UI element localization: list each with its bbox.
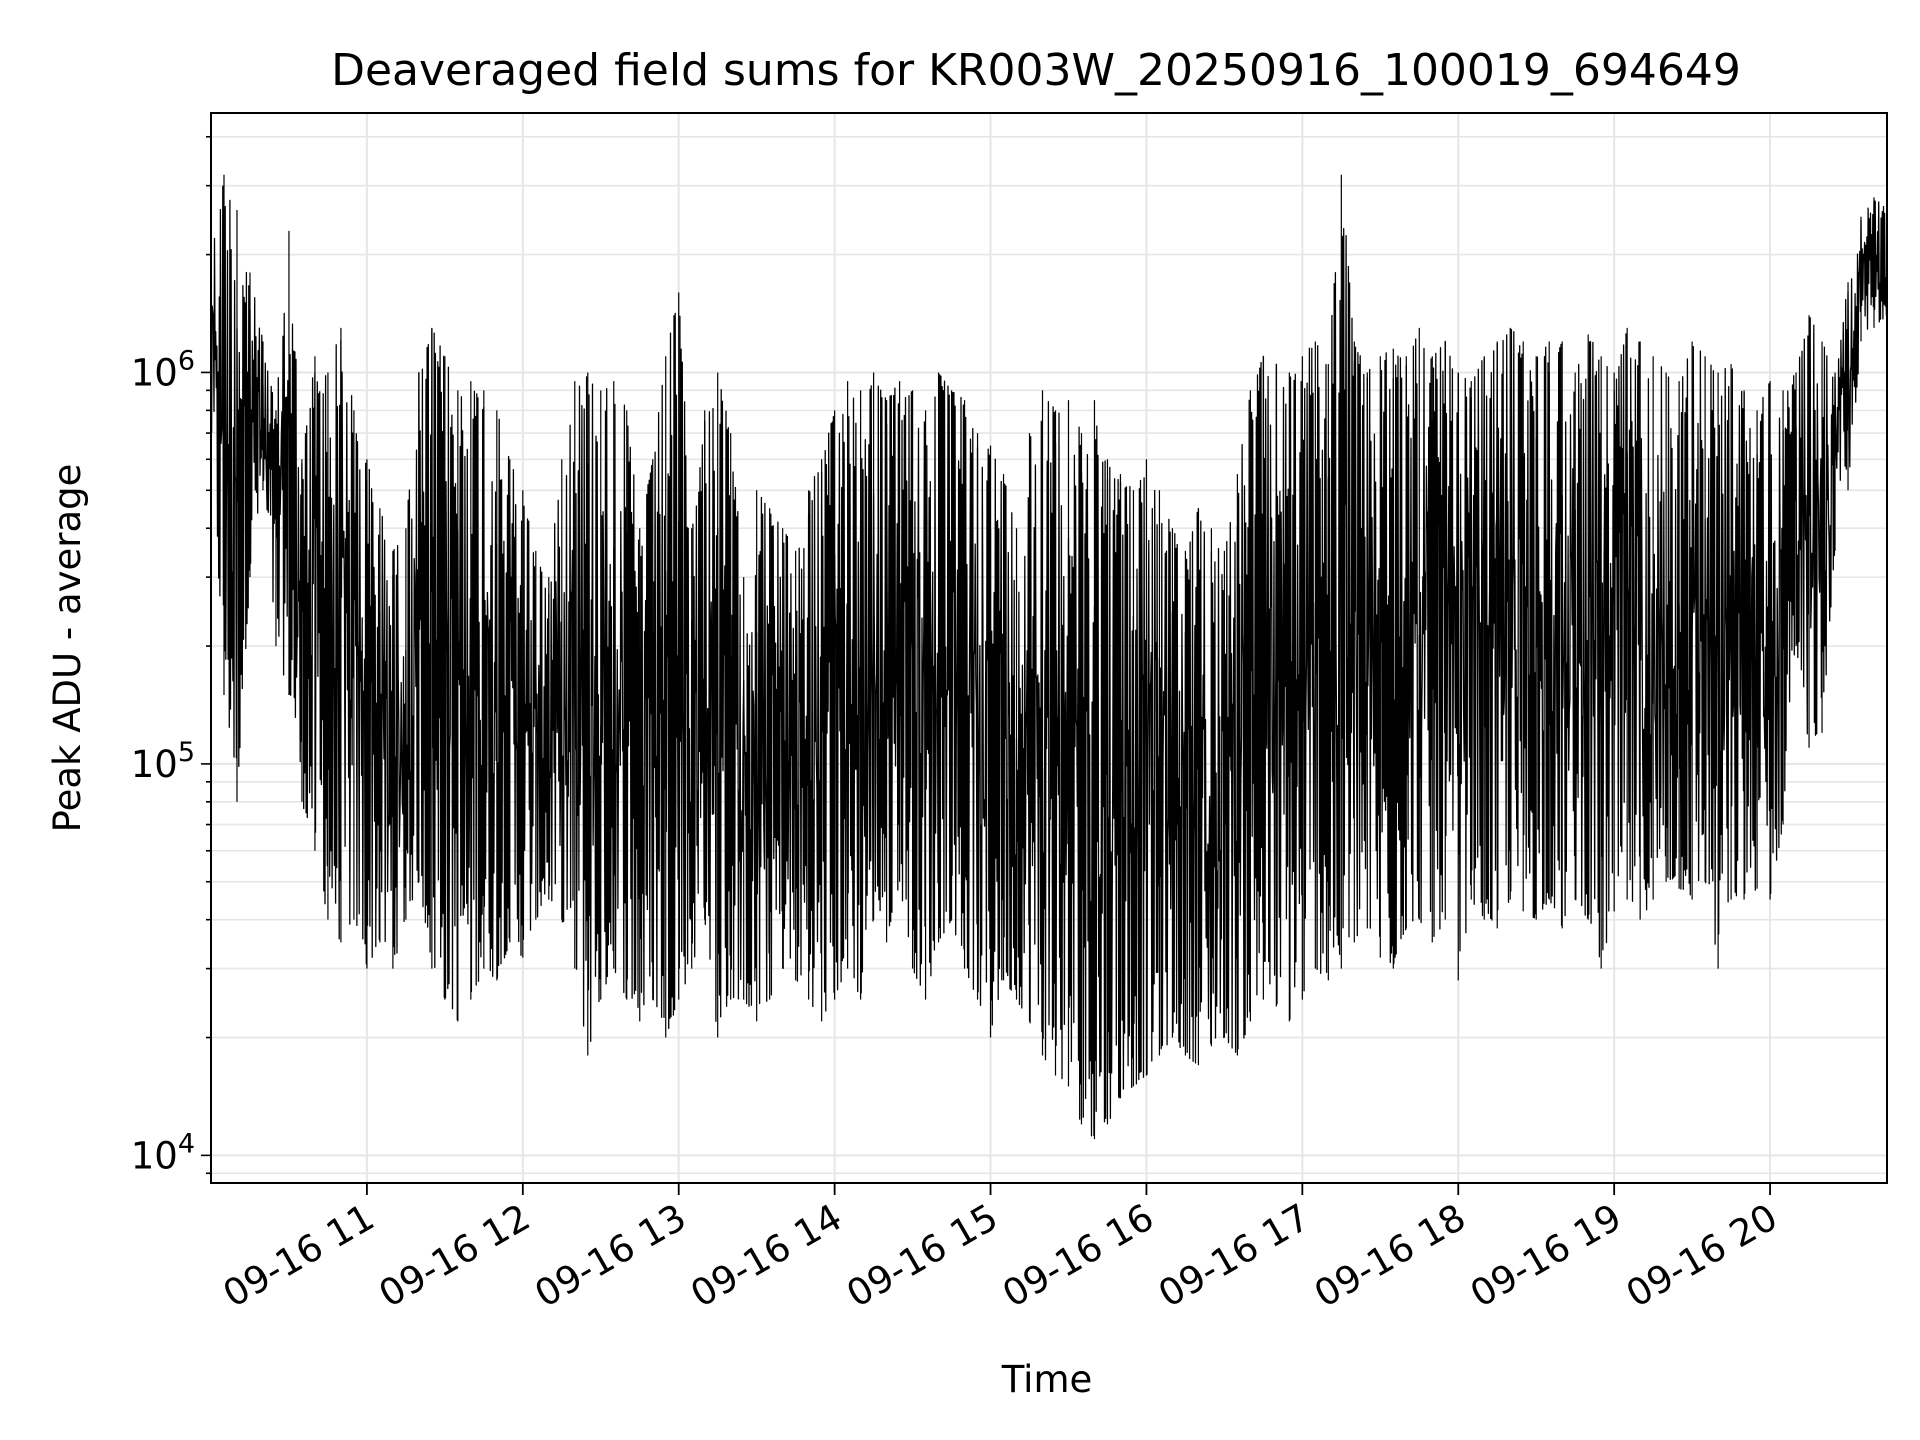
plot-area [210,174,1888,1140]
chart-title: Deaveraged field sums for KR003W_2025091… [331,45,1741,96]
y-tick-label: 106 [131,345,195,394]
y-axis: 104 105 106 [131,135,211,1177]
y-tick-label: 105 [131,737,195,786]
y-tick-label: 104 [131,1128,195,1177]
x-axis-label: Time [1001,1358,1093,1401]
series-line [210,185,1888,1137]
plot-frame [210,112,1888,1184]
y-axis-label: Peak ADU - average [46,464,89,833]
